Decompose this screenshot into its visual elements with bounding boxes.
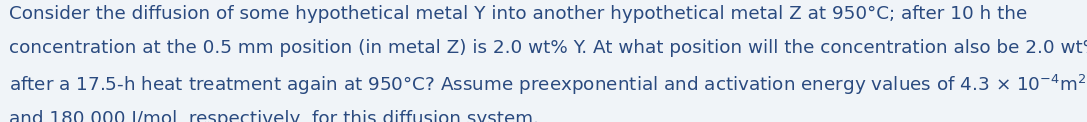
Text: after a 17.5-h heat treatment again at 950$\degree$C? Assume preexponential and : after a 17.5-h heat treatment again at 9… (9, 73, 1087, 97)
Text: and 180,000 J/mol, respectively, for this diffusion system.: and 180,000 J/mol, respectively, for thi… (9, 110, 539, 122)
Text: Consider the diffusion of some hypothetical metal Y into another hypothetical me: Consider the diffusion of some hypotheti… (9, 5, 1027, 23)
Text: concentration at the 0.5 mm position (in metal Z) is 2.0 wt% Y. At what position: concentration at the 0.5 mm position (in… (9, 39, 1087, 57)
